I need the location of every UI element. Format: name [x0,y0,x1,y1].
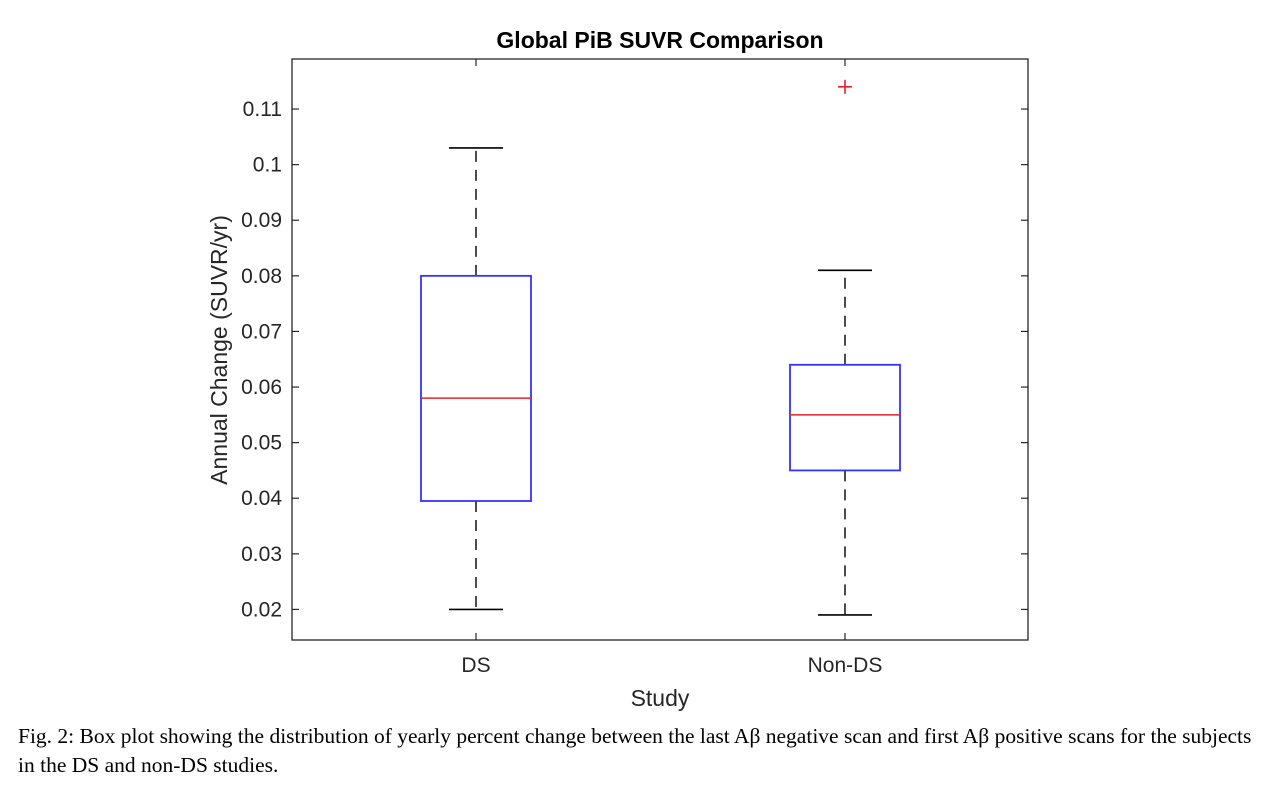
x-tick-label-1: Non-DS [808,654,883,677]
y-tick-label-1: 0.03 [241,543,282,566]
y-tick-label-4: 0.06 [241,376,282,399]
box-non-ds [789,363,901,472]
axes-frame [291,58,1029,641]
box-ds [420,274,532,502]
y-tick-label-9: 0.11 [243,98,282,121]
x-axis-label: Study [631,685,690,711]
figure-caption: Fig. 2: Box plot showing the distributio… [18,724,1252,777]
y-tick-label-7: 0.09 [241,209,282,232]
chart-title: Global PiB SUVR Comparison [496,27,823,53]
y-tick-label-8: 0.1 [253,154,282,177]
y-tick-label-6: 0.08 [241,265,282,288]
y-tick-label-3: 0.05 [241,432,282,455]
outlier-marker-non-ds-0 [838,79,852,94]
y-tick-label-0: 0.02 [241,598,282,621]
plot-area: 0.02 0.03 0.04 0.05 0.06 0.07 0.08 0.09 0.1 0.11 D… [241,58,1029,677]
y-tick-label-2: 0.04 [241,487,282,510]
x-tick-label-0: DS [461,654,490,677]
y-axis-label: Annual Change (SUVR/yr) [206,215,232,485]
y-tick-label-5: 0.07 [241,320,282,343]
box-plot-chart: Global PiB SUVR Comparison 0.020.030.040… [206,27,1029,711]
